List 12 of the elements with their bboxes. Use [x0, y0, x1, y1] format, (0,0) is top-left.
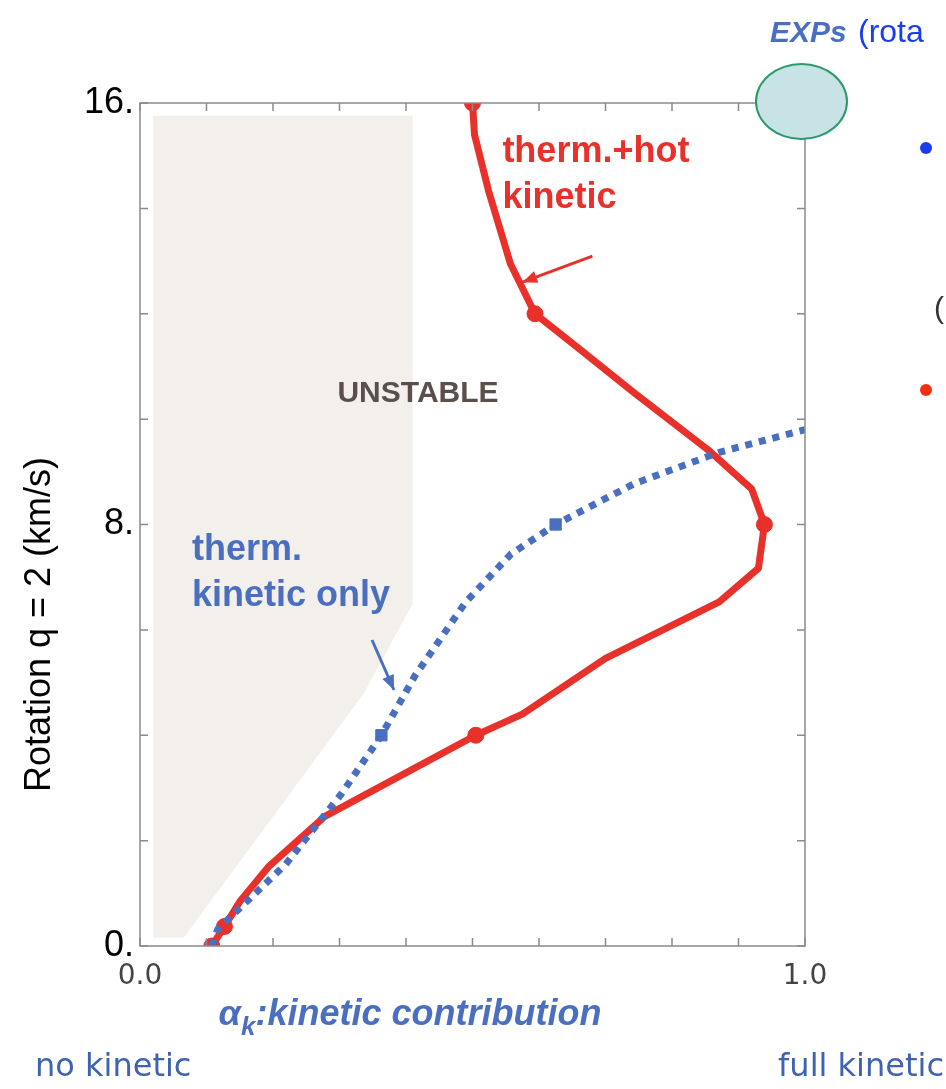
text: (rota: [858, 13, 924, 49]
y-tick-label: 16.: [83, 79, 134, 121]
annotation: therm.+hot kinetic: [502, 129, 690, 217]
x-tick-label: 1.0: [782, 958, 828, 992]
text: EXPs: [770, 15, 847, 48]
annotation: UNSTABLE: [337, 375, 499, 408]
y-tick-label: 8.: [103, 501, 134, 543]
annotation: therm. kinetic only: [192, 527, 391, 614]
text: full kinetic: [778, 1046, 944, 1084]
text: no kinetic: [35, 1046, 192, 1084]
text: (: [934, 291, 944, 324]
y-axis-title: Rotation q = 2 (km/s): [16, 456, 58, 793]
